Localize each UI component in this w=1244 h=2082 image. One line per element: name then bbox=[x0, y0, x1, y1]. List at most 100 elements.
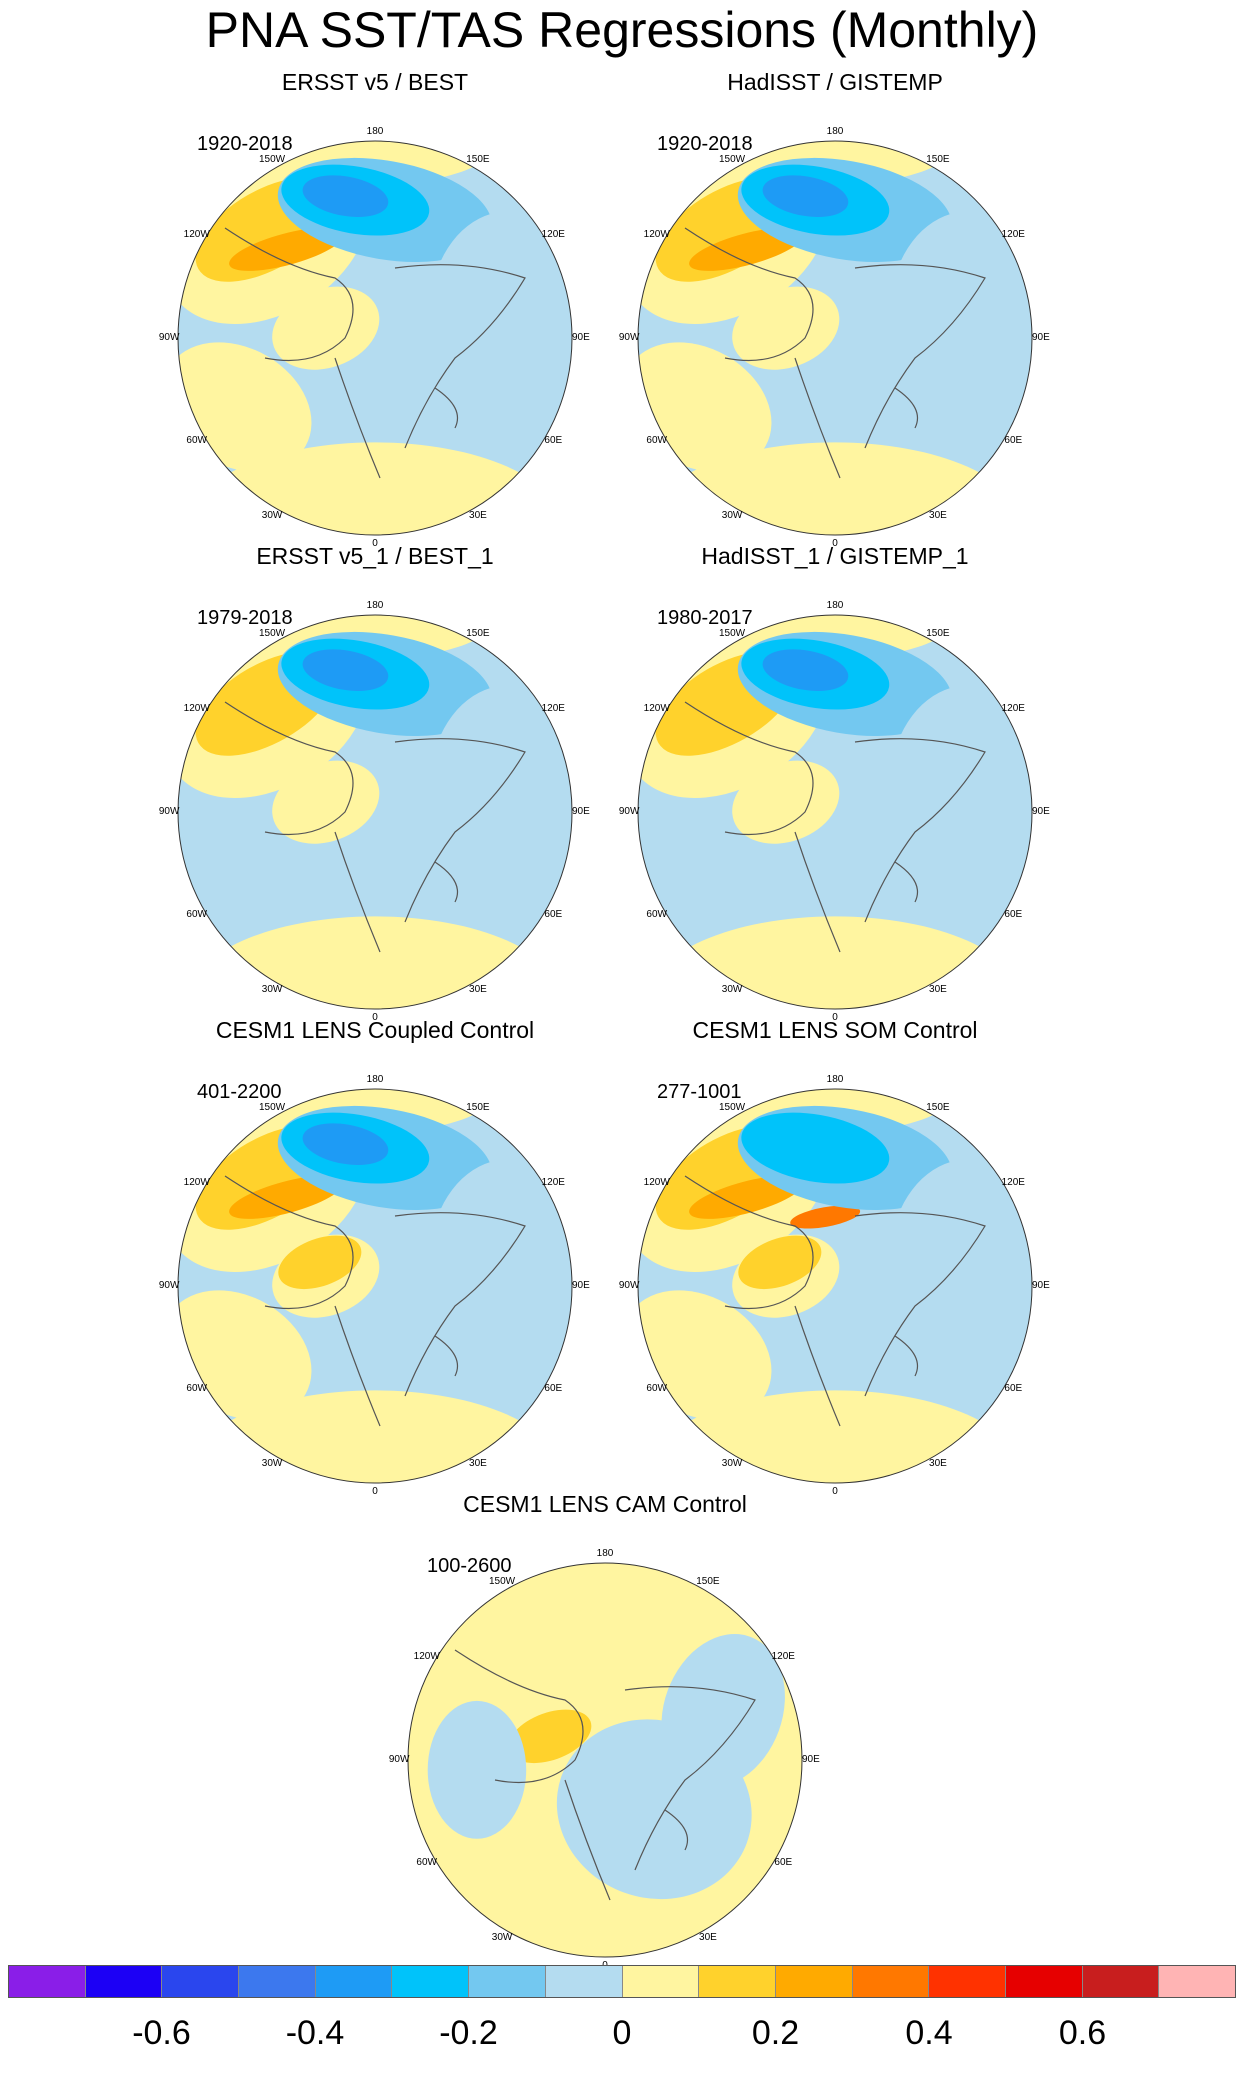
pacific-cold-peak bbox=[762, 175, 849, 217]
longitude-label: 60W bbox=[186, 908, 207, 920]
longitude-label: 120E bbox=[1001, 703, 1025, 715]
longitude-label: 90E bbox=[801, 1754, 820, 1765]
coastlines bbox=[684, 227, 986, 479]
north-america-warm-peak bbox=[229, 227, 344, 271]
longitude-label: 150E bbox=[466, 153, 490, 165]
west-cool-region bbox=[427, 1700, 527, 1839]
coastlines bbox=[224, 227, 526, 479]
longitude-label: 90E bbox=[571, 332, 590, 343]
longitude-label: 60E bbox=[1004, 434, 1023, 446]
longitude-label: 120W bbox=[183, 229, 210, 241]
colorbar-segment bbox=[315, 1966, 393, 1997]
longitude-label: 60W bbox=[186, 1382, 207, 1394]
colorbar bbox=[8, 1965, 1236, 1998]
longitude-label: 60W bbox=[646, 1382, 667, 1394]
pacific-cold-peak bbox=[302, 1123, 389, 1165]
atlantic-warm-region bbox=[647, 1390, 1023, 1483]
longitude-label: 0 bbox=[372, 1011, 378, 1023]
longitude-label: 90W bbox=[158, 806, 180, 817]
map-boundary bbox=[637, 1088, 1033, 1484]
siberia-cool-region bbox=[431, 211, 555, 366]
longitude-label: 120W bbox=[183, 1177, 210, 1189]
longitude-label: 30E bbox=[469, 1458, 487, 1470]
colorbar-tick-label: -0.6 bbox=[132, 2014, 191, 2052]
period-label: 1920-2018 bbox=[657, 133, 753, 155]
pacific-cold-peak bbox=[302, 175, 389, 217]
arctic-warm-core bbox=[278, 1235, 362, 1290]
coastlines bbox=[224, 701, 526, 953]
period-label: 1979-2018 bbox=[197, 607, 293, 629]
longitude-label: 150W bbox=[259, 1101, 286, 1113]
coastlines bbox=[684, 1175, 986, 1427]
pacific-cold-peak bbox=[762, 649, 849, 691]
page-title: PNA SST/TAS Regressions (Monthly) bbox=[205, 2, 1039, 58]
map-panel: HadISST_1 / GISTEMP_1 1980-2017 180 150E 120… bbox=[605, 542, 1065, 1023]
longitude-label: 30W bbox=[721, 1458, 743, 1470]
siberia-cool-region bbox=[431, 685, 555, 840]
colorbar-segment bbox=[1082, 1966, 1160, 1997]
longitude-label: 120W bbox=[413, 1651, 440, 1663]
longitude-label: 120W bbox=[643, 229, 670, 241]
longitude-label: 180 bbox=[826, 126, 844, 138]
longitude-label: 180 bbox=[826, 1074, 844, 1086]
atlantic-warm-region bbox=[417, 1864, 793, 1957]
longitude-label: 90E bbox=[1031, 806, 1050, 817]
coastlines bbox=[684, 701, 986, 953]
colorbar-segment bbox=[775, 1966, 853, 1997]
pacific-cold-core bbox=[741, 1112, 890, 1184]
longitude-label: 0 bbox=[372, 537, 378, 549]
longitude-label: 180 bbox=[366, 126, 384, 138]
longitude-label: 150E bbox=[696, 1575, 720, 1587]
colorbar-segment bbox=[929, 1966, 1006, 1997]
coastlines bbox=[454, 1649, 756, 1901]
polar-map bbox=[637, 614, 1033, 1010]
map-panel: ERSST v5 / BEST 1920-2018 180 150E 120E 90E 60… bbox=[145, 68, 605, 549]
longitude-label: 120E bbox=[771, 1651, 795, 1663]
longitude-label: 150E bbox=[926, 627, 950, 639]
arctic-warm-core bbox=[508, 1709, 592, 1764]
colorbar-segment bbox=[852, 1966, 930, 1997]
colorbar-segment bbox=[392, 1966, 470, 1997]
period-label: 277-1001 bbox=[657, 1081, 742, 1103]
polar-map bbox=[177, 1088, 573, 1484]
longitude-label: 90W bbox=[618, 1280, 640, 1291]
longitude-label: 120W bbox=[643, 1177, 670, 1189]
longitude-label: 60E bbox=[1004, 1382, 1023, 1394]
longitude-label: 0 bbox=[372, 1485, 378, 1497]
longitude-label: 150E bbox=[466, 627, 490, 639]
longitude-label: 120E bbox=[541, 229, 565, 241]
colorbar-tick-label: 0.2 bbox=[751, 2014, 800, 2052]
colorbar-segment bbox=[162, 1966, 240, 1997]
longitude-label: 30W bbox=[721, 510, 743, 522]
panel-title: HadISST_1 / GISTEMP_1 bbox=[701, 543, 969, 569]
polar-map bbox=[637, 1088, 1033, 1484]
longitude-label: 150E bbox=[926, 153, 950, 165]
longitude-label: 90W bbox=[158, 1280, 180, 1291]
longitude-label: 90E bbox=[1031, 1280, 1050, 1291]
map-panel: CESM1 LENS CAM Control 100-2600 180 150E 120… bbox=[375, 1490, 835, 1971]
siberia-cool-region bbox=[891, 685, 1015, 840]
longitude-label: 30E bbox=[469, 510, 487, 522]
siberia-cool-region bbox=[431, 1159, 555, 1314]
longitude-label: 90W bbox=[158, 332, 180, 343]
longitude-label: 60W bbox=[416, 1856, 437, 1868]
polar-map bbox=[637, 140, 1033, 536]
colorbar-segment bbox=[469, 1966, 546, 1997]
atlantic-warm-region bbox=[647, 916, 1023, 1009]
north-pacific-edge-warm-region bbox=[486, 1563, 724, 1607]
panel-title: CESM1 LENS SOM Control bbox=[692, 1017, 978, 1043]
colorbar-segment bbox=[1005, 1966, 1083, 1997]
longitude-label: 120E bbox=[1001, 1177, 1025, 1189]
longitude-label: 30W bbox=[721, 984, 743, 996]
longitude-label: 0 bbox=[832, 537, 838, 549]
period-label: 100-2600 bbox=[427, 1555, 512, 1577]
map-boundary bbox=[177, 614, 573, 1010]
colorbar-tick-label: 0.4 bbox=[905, 2014, 953, 2052]
map-panel: CESM1 LENS Coupled Control 401-2200 180 150… bbox=[145, 1016, 605, 1497]
longitude-label: 120W bbox=[183, 703, 210, 715]
longitude-label: 150W bbox=[719, 627, 746, 639]
colorbar-segment bbox=[85, 1966, 163, 1997]
longitude-label: 60E bbox=[544, 1382, 563, 1394]
longitude-label: 120E bbox=[541, 1177, 565, 1189]
polar-map bbox=[407, 1562, 803, 1958]
